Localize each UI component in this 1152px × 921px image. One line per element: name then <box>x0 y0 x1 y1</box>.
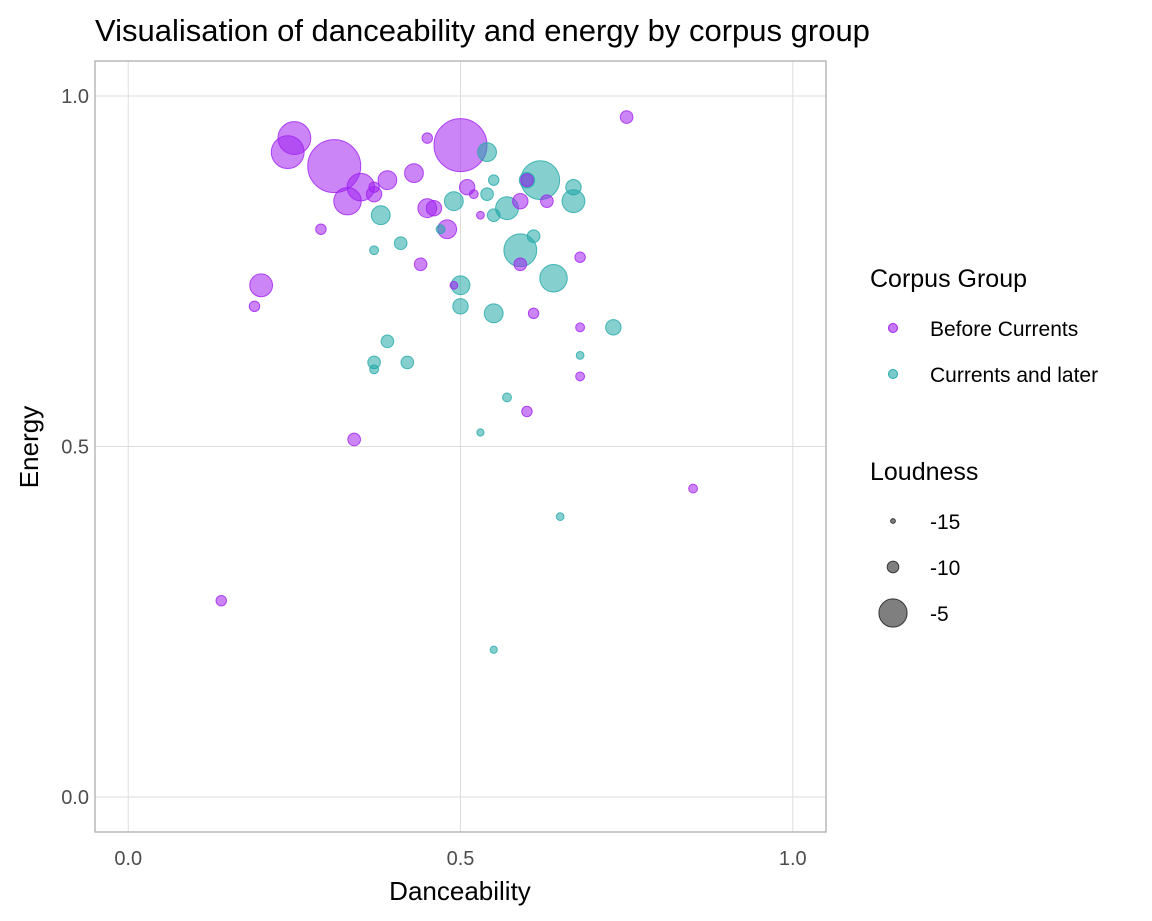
data-point <box>477 142 497 163</box>
data-point <box>575 351 585 360</box>
data-point <box>369 245 380 256</box>
data-point <box>476 428 485 437</box>
y-tick-label: 0.5 <box>61 437 89 459</box>
data-point <box>520 173 534 187</box>
data-point <box>489 645 498 654</box>
x-tick-label: 1.0 <box>779 848 807 870</box>
data-point <box>540 194 554 208</box>
data-point <box>476 210 485 220</box>
size-legend-key <box>886 560 900 574</box>
data-point <box>435 224 446 235</box>
color-legend-key <box>888 369 898 379</box>
data-point <box>315 223 327 235</box>
y-tick-label: 0.0 <box>61 787 89 809</box>
data-point <box>377 170 398 191</box>
data-point <box>521 405 533 418</box>
data-point <box>380 334 395 349</box>
data-point <box>619 110 634 124</box>
color-legend: Corpus Group Before Currents Currents and… <box>870 265 1098 387</box>
size-legend-label: -10 <box>930 557 960 580</box>
data-point <box>688 483 699 494</box>
data-point <box>575 322 586 333</box>
grid-lines <box>95 61 826 832</box>
data-point <box>369 364 380 375</box>
data-point <box>527 307 540 320</box>
data-point <box>468 189 479 200</box>
x-tick-label: 0.0 <box>114 848 142 870</box>
data-point <box>248 300 261 313</box>
y-tick-label: 1.0 <box>61 86 89 108</box>
data-points <box>215 110 699 654</box>
color-legend-key <box>888 323 898 333</box>
data-point <box>502 392 512 403</box>
data-point <box>413 257 428 272</box>
size-legend-key <box>890 518 896 524</box>
data-point <box>393 236 408 251</box>
data-point <box>404 163 424 184</box>
x-tick-label: 0.5 <box>447 848 475 870</box>
data-point <box>555 512 565 521</box>
data-point <box>215 594 227 607</box>
size-legend: Loudness -15 -10 -5 <box>870 458 978 628</box>
data-point <box>574 251 586 263</box>
data-point <box>513 257 528 272</box>
color-legend-title: Corpus Group <box>870 265 1027 293</box>
data-point <box>347 432 361 447</box>
data-point <box>370 205 391 226</box>
data-point <box>421 132 433 144</box>
chart-title: Visualisation of danceability and energy… <box>95 13 870 48</box>
data-point <box>449 280 459 290</box>
size-legend-label: -15 <box>930 511 960 534</box>
data-point <box>400 355 415 370</box>
x-axis-title: Danceability <box>389 876 531 906</box>
data-point <box>433 118 488 173</box>
size-legend-label: -5 <box>930 603 949 626</box>
size-legend-key <box>878 598 908 628</box>
color-legend-label: Currents and later <box>930 364 1098 387</box>
data-point <box>249 273 274 298</box>
size-legend-title: Loudness <box>870 458 978 486</box>
y-axis-title: Energy <box>14 406 44 488</box>
data-point <box>270 135 305 170</box>
data-point <box>605 319 622 336</box>
data-point <box>368 181 380 193</box>
data-point <box>480 187 494 201</box>
data-point <box>565 178 582 196</box>
color-legend-label: Before Currents <box>930 318 1078 341</box>
data-point <box>526 229 541 244</box>
data-point <box>488 174 500 186</box>
data-point <box>307 139 362 194</box>
data-point <box>452 298 469 315</box>
data-point <box>333 186 362 216</box>
data-point <box>539 264 568 293</box>
plot-panel-border <box>94 60 827 833</box>
data-point <box>512 192 529 210</box>
data-point <box>486 208 501 223</box>
data-point <box>575 371 586 382</box>
data-point <box>483 303 504 324</box>
x-tick-labels: 0.0 0.5 1.0 <box>114 848 806 870</box>
data-point <box>425 199 443 217</box>
data-point <box>443 191 464 212</box>
y-tick-labels: 0.0 0.5 1.0 <box>61 86 89 809</box>
